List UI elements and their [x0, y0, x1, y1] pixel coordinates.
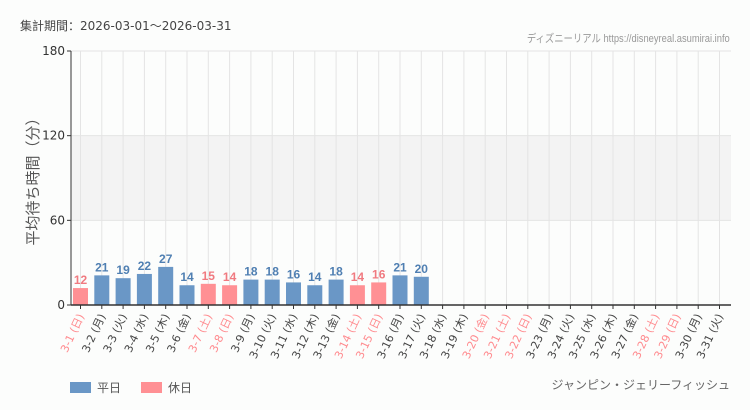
bar[interactable] [264, 279, 280, 305]
bar[interactable] [307, 285, 323, 305]
bar-value-label: 22 [138, 259, 152, 273]
attraction-name: ジャンピン・ジェリーフィッシュ [551, 378, 730, 392]
legend-holiday-label: 休日 [168, 381, 193, 395]
bar-value-label: 27 [159, 252, 173, 266]
period-label: 集計期間：2026-03-01〜2026-03-31 [20, 19, 232, 33]
bar[interactable] [115, 278, 131, 305]
site-credit: ディズニーリアル https://disneyreal.asumirai.inf… [527, 33, 730, 45]
shaded-band [71, 135, 731, 221]
bar-value-label: 21 [95, 260, 109, 274]
bar-value-label: 14 [223, 270, 237, 284]
y-tick-label: 180 [42, 44, 65, 58]
bar-value-label: 18 [329, 265, 343, 279]
weekday-swatch [70, 382, 91, 393]
bar[interactable] [94, 275, 110, 305]
bar-value-label: 12 [74, 273, 88, 287]
legend-weekday[interactable]: 平日 [70, 379, 121, 396]
y-tick-label: 60 [50, 213, 65, 227]
bar-value-label: 14 [180, 270, 194, 284]
bar[interactable] [243, 279, 259, 305]
bar-value-label: 21 [393, 260, 407, 274]
bar[interactable] [200, 283, 216, 305]
bar[interactable] [392, 275, 408, 305]
legend: 平日 休日 [70, 379, 212, 396]
bar[interactable] [371, 282, 387, 305]
legend-weekday-label: 平日 [97, 381, 122, 395]
bar[interactable] [328, 279, 344, 305]
bar[interactable] [349, 285, 365, 305]
bar[interactable] [179, 285, 195, 305]
bar[interactable] [73, 288, 88, 305]
y-tick-label: 0 [57, 298, 65, 312]
y-axis-label: 平均待ち時間（分） [24, 110, 42, 245]
legend-holiday[interactable]: 休日 [141, 379, 192, 396]
x-axis: 3-1 (日)3-2 (月)3-3 (火)3-4 (水)3-5 (木)3-6 (… [58, 304, 731, 361]
bar-value-label: 15 [202, 269, 216, 283]
bar-value-label: 16 [372, 267, 386, 281]
bar[interactable] [158, 266, 174, 305]
grid-lines [71, 50, 731, 305]
y-tick-label: 120 [42, 129, 65, 143]
bar-value-label: 19 [116, 263, 130, 277]
y-axis: 0 60 120 180 [42, 44, 72, 312]
bar-value-label: 14 [308, 270, 322, 284]
bar-value-label: 18 [244, 265, 258, 279]
bar[interactable] [286, 282, 301, 305]
bars: 12 21 19 22 27 14 15 14 18 18 16 14 18 14 16 21 20 [73, 252, 429, 305]
bar[interactable] [136, 273, 152, 305]
bar-value-label: 18 [266, 265, 280, 279]
bar-value-label: 16 [287, 267, 301, 281]
bar[interactable] [222, 285, 238, 305]
bar[interactable] [413, 276, 429, 305]
holiday-swatch [141, 382, 163, 393]
bar-value-label: 20 [415, 262, 429, 276]
bar-value-label: 14 [351, 270, 365, 284]
